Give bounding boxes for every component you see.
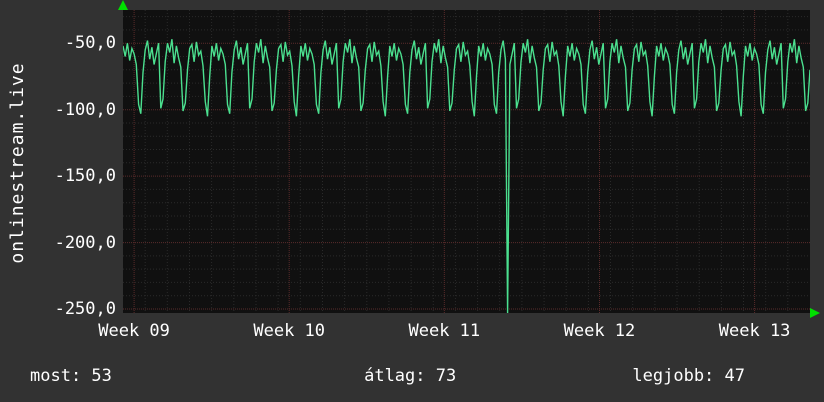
stat-most: most: 53 [30,366,112,386]
chart-canvas [123,10,810,313]
vertical-axis-title: onlinestream.live [7,62,28,264]
x-axis-label: Week 11 [408,321,481,341]
x-axis-label: Week 09 [98,321,170,341]
plot-area [123,10,810,313]
y-axis-arrow-icon [118,0,128,10]
x-axis-label: Week 12 [563,321,636,341]
series-line [123,39,810,313]
stat-average: átlag: 73 [364,366,457,386]
stat-best: legjobb: 47 [632,366,745,386]
x-axis-label: Week 10 [253,321,326,341]
x-axis-arrow-icon [810,308,820,318]
x-axis-label: Week 13 [718,321,791,341]
